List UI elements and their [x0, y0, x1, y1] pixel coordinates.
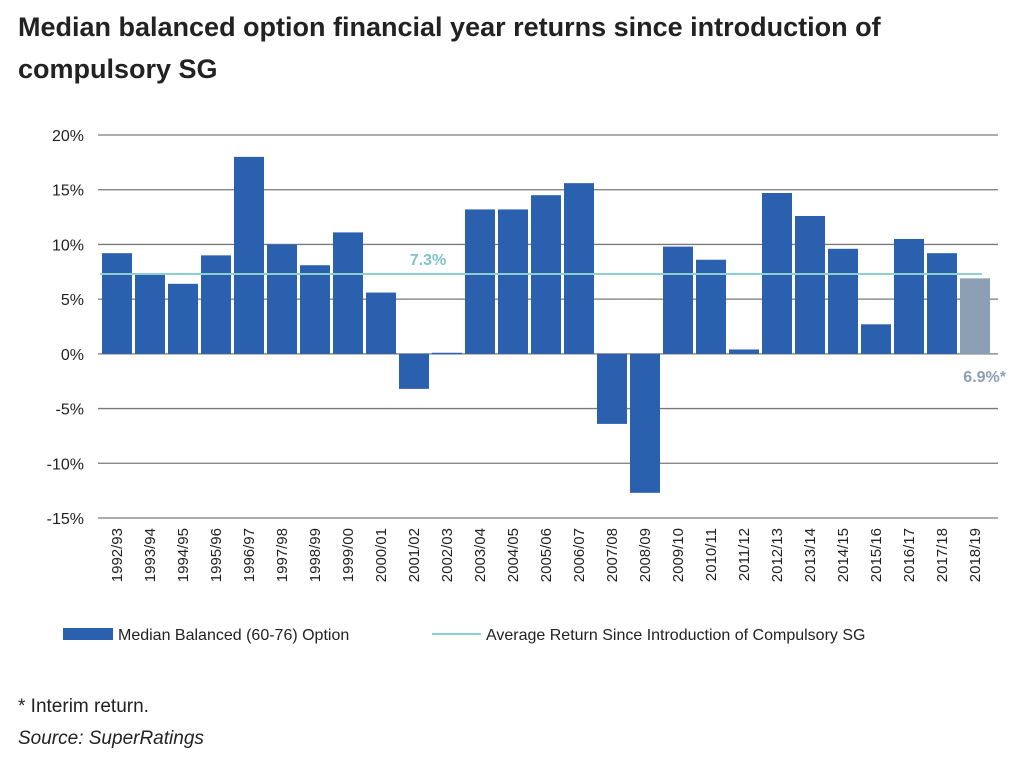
chart-title: Median balanced option financial year re… [18, 12, 881, 84]
x-tick-label: 2011/12 [736, 528, 753, 581]
x-tick-label: 2000/01 [373, 528, 390, 582]
x-tick-label: 1996/97 [241, 528, 258, 582]
bar [729, 349, 759, 354]
x-tick-label: 2014/15 [835, 528, 852, 582]
bar [663, 246, 693, 354]
bar [696, 259, 726, 354]
bars [102, 156, 990, 493]
y-tick-label: 0% [61, 347, 84, 364]
y-tick-label: -10% [47, 456, 84, 473]
bar [828, 248, 858, 354]
x-tick-label: 1995/96 [208, 528, 225, 582]
x-tick-label: 2005/06 [538, 528, 555, 582]
x-tick-label: 1992/93 [109, 528, 126, 582]
x-tick-label: 2018/19 [967, 528, 984, 582]
bar [135, 273, 165, 354]
y-tick-label: 20% [52, 128, 84, 145]
bar-interim [960, 278, 990, 354]
bar [861, 324, 891, 354]
x-tick-label: 2001/02 [406, 528, 423, 582]
source-note: Source: SuperRatings [18, 728, 204, 749]
y-tick-label: -5% [56, 402, 84, 419]
x-tick-label: 2002/03 [439, 528, 456, 582]
x-tick-label: 2012/13 [769, 528, 786, 582]
x-tick-label: 2006/07 [571, 528, 588, 582]
y-tick-label: 5% [61, 292, 84, 309]
y-tick-label: 10% [52, 237, 84, 254]
x-tick-label: 2004/05 [505, 528, 522, 582]
bar [795, 215, 825, 354]
bar [894, 238, 924, 354]
x-tick-label: 1999/00 [340, 528, 357, 582]
x-tick-label: 2008/09 [637, 528, 654, 582]
x-tick-label: 1994/95 [175, 528, 192, 582]
bar [168, 283, 198, 354]
bar [597, 353, 627, 424]
y-axis-ticks: 20% 15% 10% 5% 0% -5% -10% -15% [47, 128, 84, 528]
bar [366, 292, 396, 354]
bar [234, 156, 264, 354]
x-tick-label: 2017/18 [934, 528, 951, 582]
x-tick-label: 1993/94 [142, 528, 159, 582]
interim-value-label: 6.9%* [963, 369, 1006, 386]
bar [927, 253, 957, 354]
x-tick-label: 2003/04 [472, 528, 489, 582]
bar [432, 352, 462, 355]
bar [465, 209, 495, 354]
legend-label-line: Average Return Since Introduction of Com… [486, 627, 865, 644]
legend: Median Balanced (60-76) Option Average Re… [63, 627, 865, 644]
x-tick-label: 2015/16 [868, 528, 885, 582]
bar [498, 209, 528, 354]
x-tick-label: 2010/11 [703, 528, 720, 581]
bar [333, 232, 363, 354]
y-tick-label: 15% [52, 183, 84, 200]
footnote: * Interim return. [18, 696, 149, 717]
bar [267, 244, 297, 354]
average-line-group: 7.3% 6.9%* [100, 252, 1007, 386]
average-value-label: 7.3% [410, 252, 446, 269]
legend-swatch-bar [63, 628, 113, 640]
bar [201, 255, 231, 354]
x-tick-label: 2007/08 [604, 528, 621, 582]
x-tick-label: 2016/17 [901, 528, 918, 582]
bar [300, 265, 330, 354]
x-tick-label: 1997/98 [274, 528, 291, 582]
x-tick-label: 2013/14 [802, 528, 819, 582]
bar [630, 353, 660, 493]
x-axis-ticks: 1992/93 1993/94 1994/95 1995/96 1996/97 1997/… [109, 528, 984, 582]
legend-label-bar: Median Balanced (60-76) Option [118, 627, 349, 644]
bar [399, 353, 429, 389]
x-tick-label: 2009/10 [670, 528, 687, 582]
bar [564, 183, 594, 354]
bar [102, 253, 132, 354]
y-tick-label: -15% [47, 511, 84, 528]
x-tick-label: 1998/99 [307, 528, 324, 582]
